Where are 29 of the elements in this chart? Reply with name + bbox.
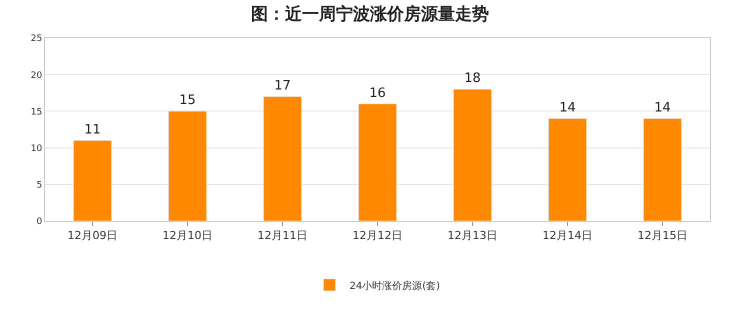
data-label: 18	[464, 71, 481, 86]
x-tick-label: 12月15日	[638, 229, 688, 242]
x-tick-label: 12月12日	[352, 229, 402, 242]
y-tick-label: 25	[30, 34, 42, 44]
bar	[548, 118, 587, 221]
data-label: 14	[559, 100, 576, 116]
data-label: 15	[179, 93, 196, 108]
bar	[168, 110, 207, 221]
bar	[453, 88, 492, 221]
x-tick-label: 12月13日	[448, 229, 498, 242]
bar	[263, 96, 302, 221]
chart-title: 图：近一周宁波涨价房源量走势	[251, 4, 489, 25]
bar	[358, 104, 397, 221]
y-tick-label: 5	[36, 180, 42, 191]
data-label: 16	[369, 86, 386, 101]
y-tick-label: 0	[36, 217, 42, 228]
bar	[73, 140, 112, 221]
x-tick-label: 12月14日	[542, 229, 592, 242]
y-tick-label: 10	[30, 144, 42, 154]
x-tick-label: 12月09日	[68, 229, 118, 242]
data-label: 11	[84, 122, 101, 138]
data-label: 17	[274, 78, 291, 94]
bar	[643, 118, 682, 221]
legend-label: 24小时涨价房源(套)	[350, 280, 440, 292]
y-tick-label: 20	[30, 70, 42, 81]
data-label: 14	[654, 100, 671, 116]
x-tick-label: 12月11日	[258, 229, 308, 242]
x-tick-label: 12月10日	[162, 229, 212, 242]
y-tick-label: 15	[30, 107, 42, 118]
